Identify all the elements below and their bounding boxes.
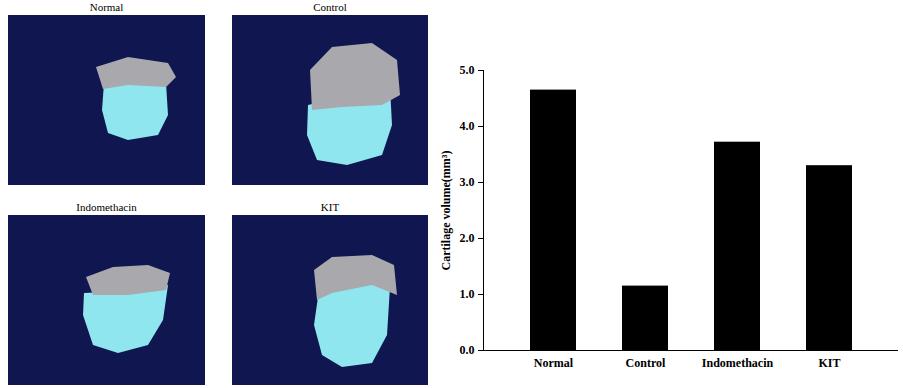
svg-text:Indomethacin: Indomethacin — [702, 356, 774, 370]
svg-text:Cartilage volume(mm³): Cartilage volume(mm³) — [439, 151, 453, 271]
svg-text:1.0: 1.0 — [460, 287, 475, 301]
svg-text:2.0: 2.0 — [460, 231, 475, 245]
svg-text:Control: Control — [626, 356, 666, 370]
svg-text:Indomethacin: Indomethacin — [76, 201, 137, 213]
svg-text:Normal: Normal — [534, 356, 574, 370]
svg-text:5.0: 5.0 — [460, 63, 475, 77]
svg-text:4.0: 4.0 — [460, 119, 475, 133]
svg-text:KIT: KIT — [321, 201, 340, 213]
svg-text:0.0: 0.0 — [460, 343, 475, 357]
svg-text:Control: Control — [313, 1, 347, 13]
svg-text:3.0: 3.0 — [460, 175, 475, 189]
svg-text:KIT: KIT — [818, 356, 840, 370]
svg-text:Normal: Normal — [90, 1, 124, 13]
